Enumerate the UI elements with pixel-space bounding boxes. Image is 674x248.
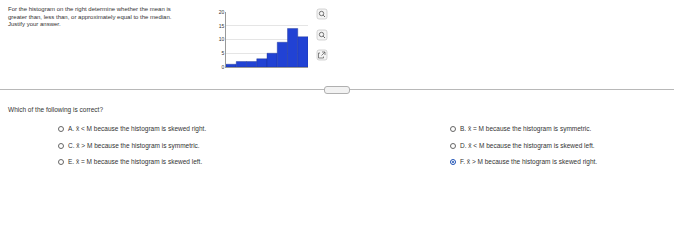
svg-text:15: 15 — [219, 23, 225, 29]
html-text:C. x̄ > M because the histogra: C. x̄ > M because the histogram is symme… — [68, 142, 200, 149]
svg-text:20: 20 — [219, 9, 225, 15]
svg-text:10: 10 — [219, 36, 225, 42]
html-text:B. x̄ = M because the histogra: B. x̄ = M because the histogram is symme… — [460, 125, 592, 132]
html-text:For the histogram on the right: For the histogram on the right determine… — [8, 6, 171, 12]
html-text:D. x̄ < M because the histogra: D. x̄ < M because the histogram is skewe… — [460, 142, 595, 149]
html-text:Justify your answer.: Justify your answer. — [8, 21, 61, 27]
svg-text:5: 5 — [222, 50, 225, 56]
html-text:Which of the following is corr: Which of the following is correct? — [8, 106, 103, 113]
html-text:A. x̄ < M because the histogra: A. x̄ < M because the histogram is skewe… — [68, 125, 207, 132]
html-text:F. x̄ > M because the histogra: F. x̄ > M because the histogram is skewe… — [460, 158, 598, 165]
html-text:E. x̄ = M because the histogra: E. x̄ = M because the histogram is skewe… — [68, 158, 203, 165]
html-text:greater than, less than, or ap: greater than, less than, or approximatel… — [8, 13, 172, 20]
svg-text:0: 0 — [222, 64, 225, 70]
